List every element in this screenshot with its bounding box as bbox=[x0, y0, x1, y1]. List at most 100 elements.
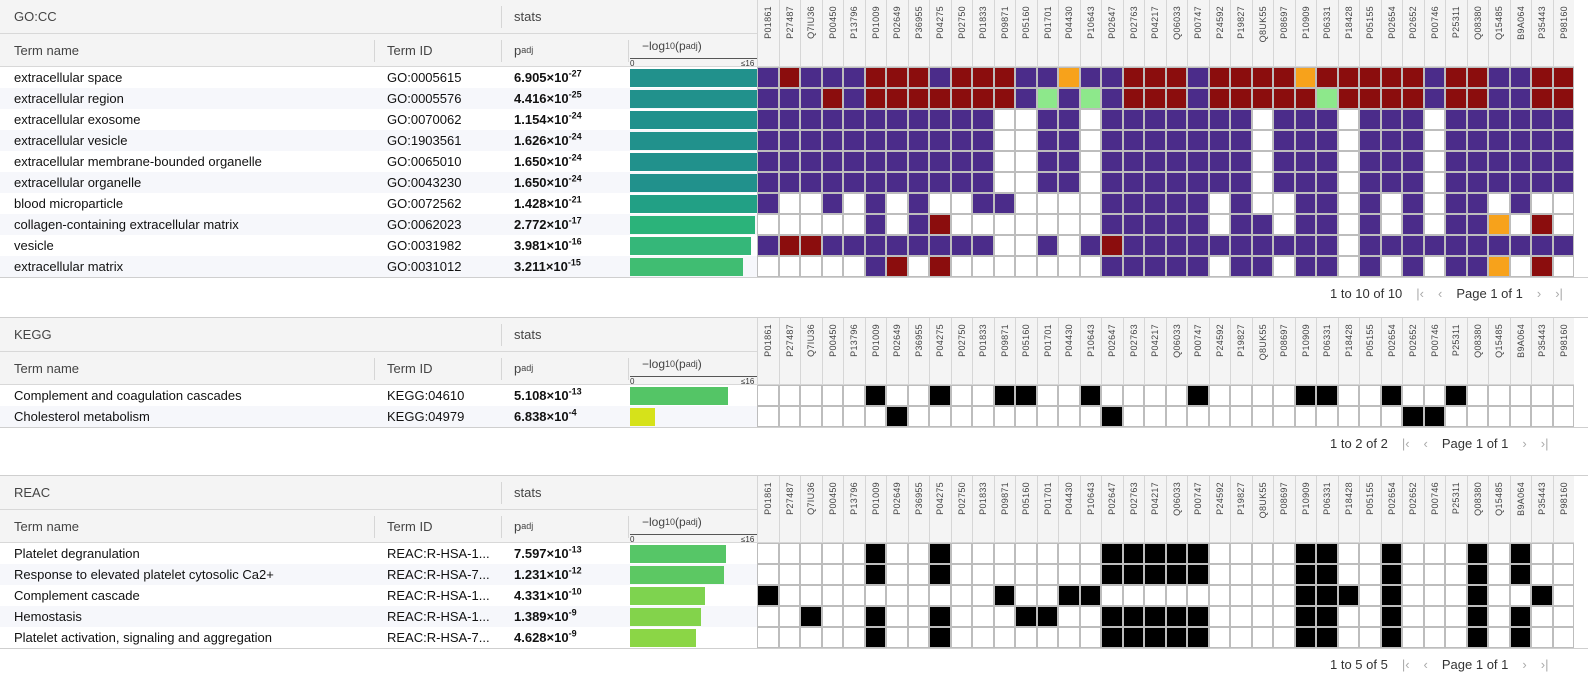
gene-header[interactable]: P02750 bbox=[950, 0, 972, 67]
gene-hit-cell[interactable] bbox=[1251, 151, 1273, 172]
gene-hit-cell[interactable] bbox=[757, 130, 779, 151]
gene-hit-cell[interactable] bbox=[950, 543, 972, 564]
gene-hit-cell[interactable] bbox=[778, 235, 800, 256]
result-row[interactable]: Platelet degranulation REAC:R-HSA-1... 7.5… bbox=[0, 543, 768, 564]
gene-header[interactable]: P08697 bbox=[1273, 318, 1295, 385]
gene-hit-cell[interactable] bbox=[1101, 130, 1123, 151]
gene-hit-cell[interactable] bbox=[929, 627, 951, 648]
gene-hit-cell[interactable] bbox=[1423, 193, 1445, 214]
gene-hit-cell[interactable] bbox=[1337, 151, 1359, 172]
gene-hit-cell[interactable] bbox=[778, 606, 800, 627]
gene-hit-cell[interactable] bbox=[1144, 543, 1166, 564]
term-id[interactable]: GO:1903561 bbox=[387, 133, 462, 148]
gene-header[interactable]: P10643 bbox=[1079, 476, 1101, 543]
gene-header[interactable]: Q15485 bbox=[1488, 318, 1510, 385]
gene-hit-cell[interactable] bbox=[1036, 130, 1058, 151]
gene-hit-cell[interactable] bbox=[1294, 109, 1316, 130]
gene-hit-cell[interactable] bbox=[1380, 627, 1402, 648]
gene-hit-cell[interactable] bbox=[1144, 406, 1166, 427]
gene-hit-cell[interactable] bbox=[1402, 130, 1424, 151]
gene-hit-cell[interactable] bbox=[1402, 193, 1424, 214]
gene-hit-cell[interactable] bbox=[1015, 256, 1037, 277]
gene-hit-cell[interactable] bbox=[821, 256, 843, 277]
gene-hit-cell[interactable] bbox=[757, 606, 779, 627]
term-id[interactable]: GO:0005615 bbox=[387, 70, 462, 85]
gene-hit-cell[interactable] bbox=[993, 130, 1015, 151]
gene-hit-cell[interactable] bbox=[1122, 88, 1144, 109]
gene-hit-cell[interactable] bbox=[1337, 88, 1359, 109]
term-name[interactable]: extracellular membrane-bounded organelle bbox=[14, 154, 262, 169]
prev-page-icon[interactable]: ‹ bbox=[1438, 286, 1443, 301]
gene-hit-cell[interactable] bbox=[1230, 543, 1252, 564]
gene-hit-cell[interactable] bbox=[929, 151, 951, 172]
gene-hit-cell[interactable] bbox=[800, 385, 822, 406]
gene-hit-cell[interactable] bbox=[1165, 256, 1187, 277]
gene-hit-cell[interactable] bbox=[1251, 256, 1273, 277]
gene-hit-cell[interactable] bbox=[1165, 88, 1187, 109]
gene-hit-cell[interactable] bbox=[1359, 88, 1381, 109]
gene-hit-cell[interactable] bbox=[993, 214, 1015, 235]
gene-hit-cell[interactable] bbox=[1294, 543, 1316, 564]
gene-hit-cell[interactable] bbox=[1445, 214, 1467, 235]
gene-hit-cell[interactable] bbox=[1488, 406, 1510, 427]
gene-hit-cell[interactable] bbox=[1144, 385, 1166, 406]
result-row[interactable]: Cholesterol metabolism KEGG:04979 6.838×10… bbox=[0, 406, 768, 427]
gene-hit-cell[interactable] bbox=[1316, 385, 1338, 406]
gene-hit-cell[interactable] bbox=[843, 214, 865, 235]
gene-hit-cell[interactable] bbox=[1380, 172, 1402, 193]
col-term-name[interactable]: Term name bbox=[14, 360, 80, 376]
gene-hit-cell[interactable] bbox=[1251, 88, 1273, 109]
gene-hit-cell[interactable] bbox=[1359, 130, 1381, 151]
gene-hit-cell[interactable] bbox=[821, 385, 843, 406]
term-id[interactable]: GO:0065010 bbox=[387, 154, 462, 169]
gene-hit-cell[interactable] bbox=[907, 385, 929, 406]
gene-hit-cell[interactable] bbox=[1337, 235, 1359, 256]
gene-hit-cell[interactable] bbox=[972, 385, 994, 406]
gene-hit-cell[interactable] bbox=[800, 109, 822, 130]
gene-hit-cell[interactable] bbox=[1015, 214, 1037, 235]
gene-hit-cell[interactable] bbox=[821, 193, 843, 214]
gene-hit-cell[interactable] bbox=[821, 130, 843, 151]
gene-hit-cell[interactable] bbox=[886, 193, 908, 214]
gene-hit-cell[interactable] bbox=[1488, 564, 1510, 585]
gene-hit-cell[interactable] bbox=[972, 235, 994, 256]
gene-hit-cell[interactable] bbox=[1208, 193, 1230, 214]
gene-hit-cell[interactable] bbox=[1402, 67, 1424, 88]
gene-hit-cell[interactable] bbox=[821, 543, 843, 564]
gene-hit-cell[interactable] bbox=[843, 564, 865, 585]
gene-hit-cell[interactable] bbox=[1079, 109, 1101, 130]
gene-hit-cell[interactable] bbox=[864, 564, 886, 585]
gene-hit-cell[interactable] bbox=[1187, 406, 1209, 427]
gene-hit-cell[interactable] bbox=[1509, 109, 1531, 130]
gene-hit-cell[interactable] bbox=[1552, 564, 1574, 585]
gene-hit-cell[interactable] bbox=[993, 193, 1015, 214]
gene-hit-cell[interactable] bbox=[864, 151, 886, 172]
gene-hit-cell[interactable] bbox=[1230, 130, 1252, 151]
gene-hit-cell[interactable] bbox=[1165, 406, 1187, 427]
gene-hit-cell[interactable] bbox=[1402, 235, 1424, 256]
gene-hit-cell[interactable] bbox=[1273, 627, 1295, 648]
gene-hit-cell[interactable] bbox=[1359, 564, 1381, 585]
gene-hit-cell[interactable] bbox=[1531, 151, 1553, 172]
gene-hit-cell[interactable] bbox=[1187, 214, 1209, 235]
gene-hit-cell[interactable] bbox=[1445, 172, 1467, 193]
gene-hit-cell[interactable] bbox=[1531, 214, 1553, 235]
gene-hit-cell[interactable] bbox=[1230, 385, 1252, 406]
gene-hit-cell[interactable] bbox=[929, 606, 951, 627]
term-name[interactable]: Platelet degranulation bbox=[14, 546, 140, 561]
gene-hit-cell[interactable] bbox=[757, 235, 779, 256]
gene-header[interactable]: P01833 bbox=[972, 318, 994, 385]
gene-hit-cell[interactable] bbox=[843, 385, 865, 406]
gene-hit-cell[interactable] bbox=[1036, 109, 1058, 130]
gene-hit-cell[interactable] bbox=[821, 109, 843, 130]
gene-hit-cell[interactable] bbox=[1552, 256, 1574, 277]
gene-hit-cell[interactable] bbox=[1466, 67, 1488, 88]
gene-hit-cell[interactable] bbox=[843, 606, 865, 627]
gene-hit-cell[interactable] bbox=[1273, 151, 1295, 172]
result-row[interactable]: Platelet activation, signaling and aggre… bbox=[0, 627, 768, 648]
gene-hit-cell[interactable] bbox=[1445, 606, 1467, 627]
gene-hit-cell[interactable] bbox=[1036, 256, 1058, 277]
gene-hit-cell[interactable] bbox=[1466, 172, 1488, 193]
gene-hit-cell[interactable] bbox=[1144, 627, 1166, 648]
gene-hit-cell[interactable] bbox=[1509, 256, 1531, 277]
